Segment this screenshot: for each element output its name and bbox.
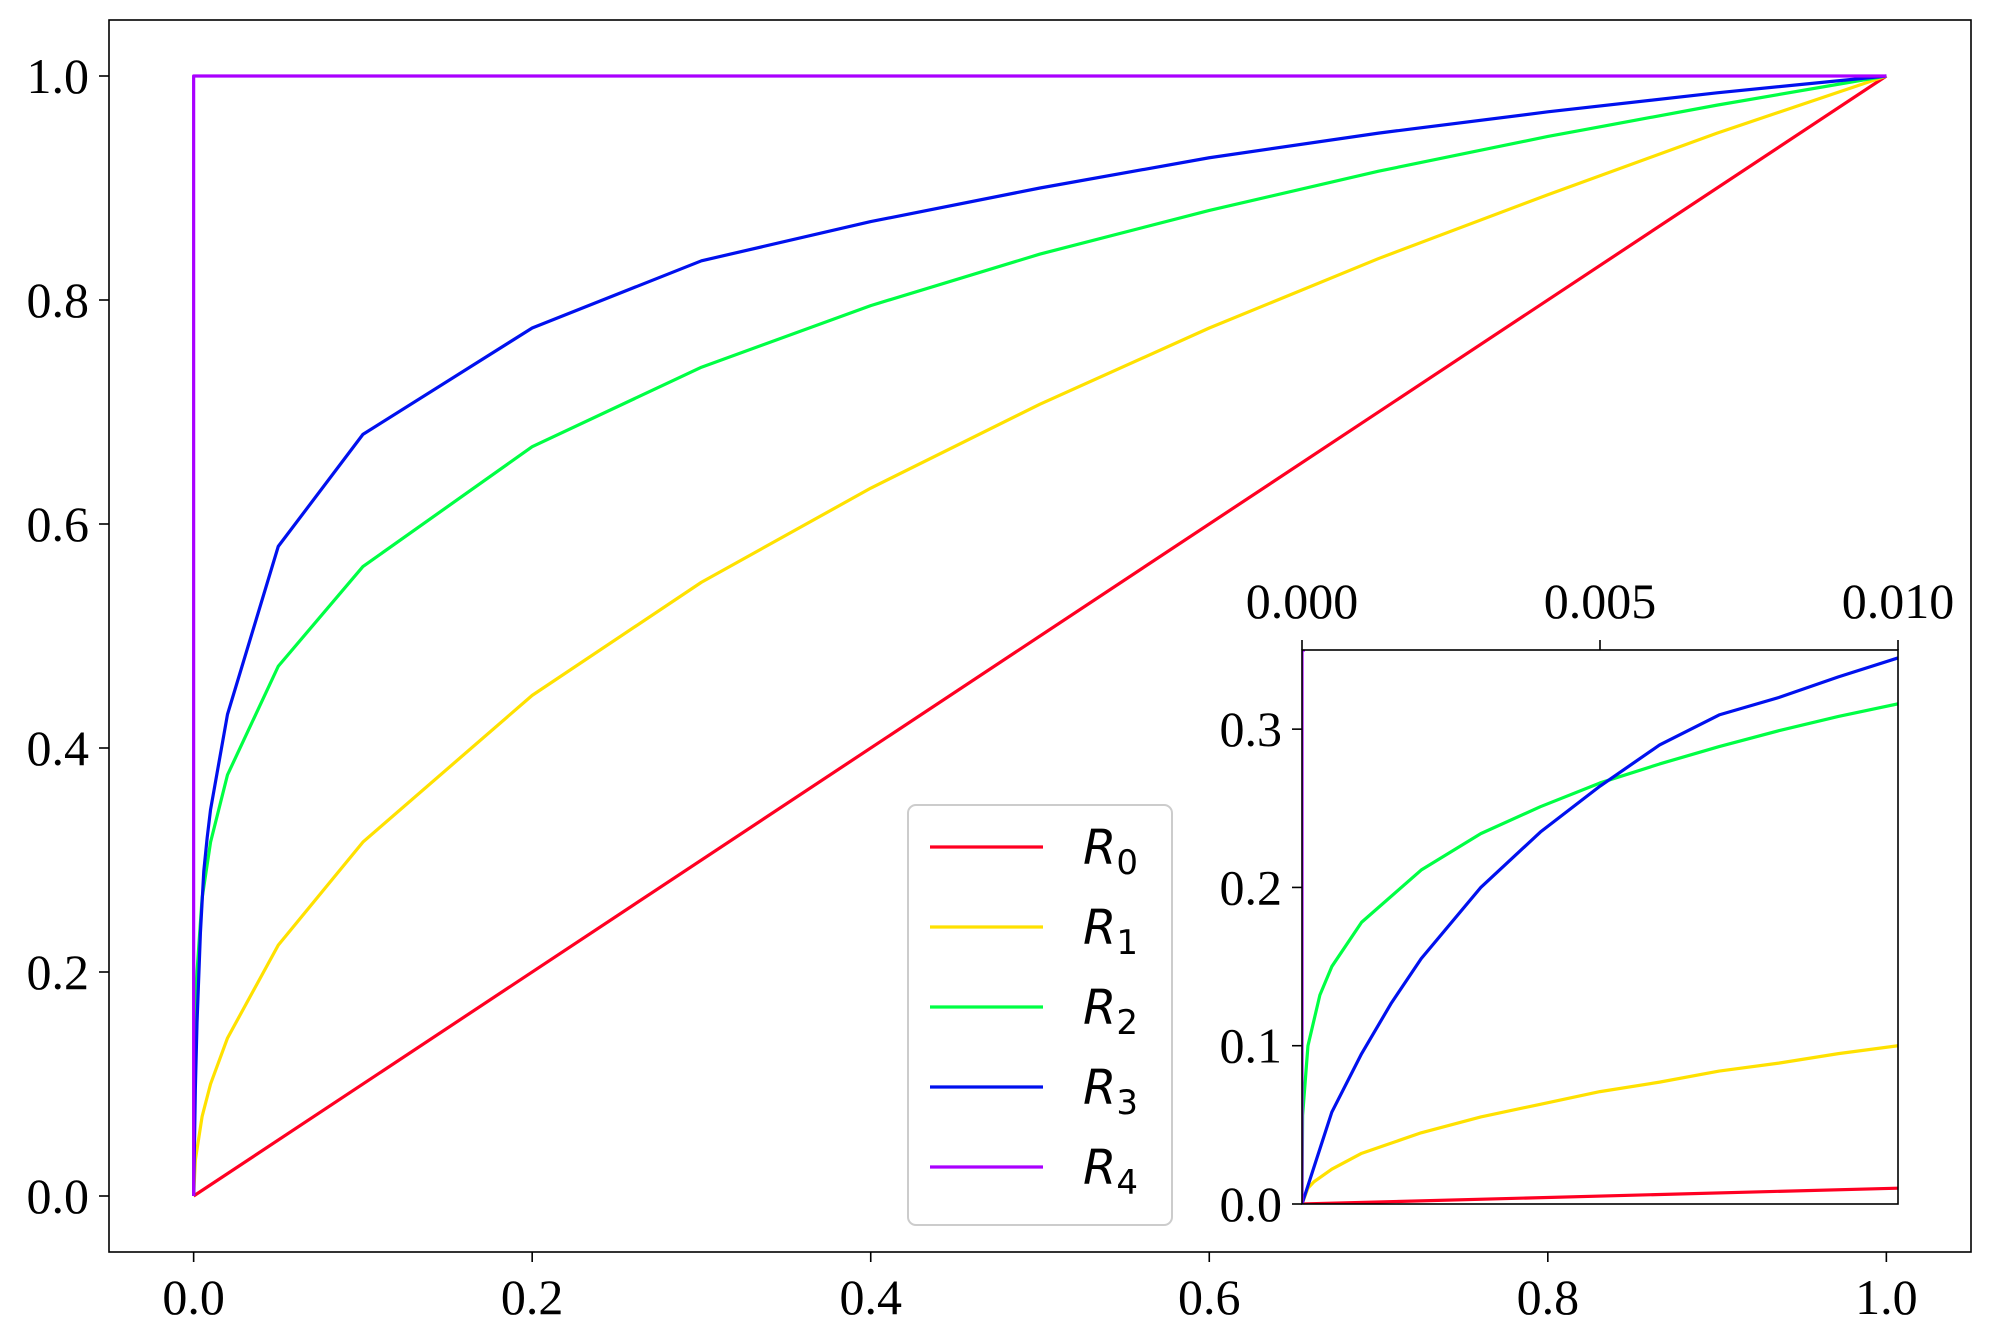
legend-label-subscript: 1 xyxy=(1116,923,1138,963)
legend-label-subscript: 3 xyxy=(1116,1083,1138,1123)
main-y-tick-label: 0.0 xyxy=(27,1168,90,1224)
main-x-tick-label: 0.0 xyxy=(162,1269,225,1325)
inset-y-tick-label: 0.2 xyxy=(1220,859,1283,915)
inset-series-line-r1 xyxy=(1302,1044,1898,1204)
legend-label-base: R xyxy=(1083,1140,1116,1196)
main-y-tick-label: 0.8 xyxy=(27,272,90,328)
inset-y-tick-label: 0.3 xyxy=(1220,701,1283,757)
inset-x-tick-label: 0.010 xyxy=(1842,573,1955,629)
main-x-tick-label: 0.2 xyxy=(501,1269,564,1325)
main-series-line-r1 xyxy=(192,74,1887,1197)
inset-y-tick-label: 0.0 xyxy=(1220,1176,1283,1232)
legend-label-base: R xyxy=(1083,820,1116,876)
legend-label-r0: R0 xyxy=(1083,820,1138,883)
legend-label-r3: R3 xyxy=(1083,1060,1138,1123)
inset-x-tick-label: 0.005 xyxy=(1544,573,1657,629)
inset-series-line-r3 xyxy=(1302,656,1898,1204)
main-series-group xyxy=(192,74,1888,1198)
legend-label-subscript: 2 xyxy=(1116,1003,1138,1043)
main-y-tick-label: 1.0 xyxy=(27,48,90,104)
inset-series-group xyxy=(1302,650,1898,1204)
legend-label-subscript: 0 xyxy=(1116,843,1138,883)
legend-label-r2: R2 xyxy=(1083,980,1138,1043)
main-y-tick-label: 0.6 xyxy=(27,496,90,552)
inset-x-tick-label: 0.000 xyxy=(1246,573,1359,629)
legend-box xyxy=(907,804,1173,1226)
inset-y-tick-label: 0.1 xyxy=(1220,1018,1283,1074)
inset-series-line-r0 xyxy=(1302,1186,1898,1204)
legend-label-base: R xyxy=(1083,980,1116,1036)
main-y-tick-label: 0.2 xyxy=(27,944,90,1000)
main-plot: 0.0 0.2 0.4 0.6 0.8 1.0 0.0 0.2 0.4 0.6 0.8 1.0 xyxy=(27,19,1972,1325)
legend-label-r4: R4 xyxy=(1083,1140,1138,1203)
main-series-line-r3 xyxy=(192,74,1887,1197)
main-series-line-r4 xyxy=(192,74,1887,1196)
main-x-tick-label: 0.4 xyxy=(839,1269,902,1325)
main-x-tick-label: 1.0 xyxy=(1855,1269,1918,1325)
inset-series-line-r2 xyxy=(1302,702,1898,1204)
legend-label-base: R xyxy=(1083,1060,1116,1116)
main-y-tick-label: 0.4 xyxy=(27,720,90,776)
inset-plot: 0.000 0.005 0.010 0.0 0.1 0.2 0.3 xyxy=(1220,573,1955,1232)
legend-label-subscript: 4 xyxy=(1116,1163,1138,1203)
main-x-tick-label: 0.8 xyxy=(1517,1269,1580,1325)
inset-plot-area xyxy=(1302,650,1898,1204)
main-series-line-r0 xyxy=(192,74,1888,1198)
legend-label-r1: R1 xyxy=(1083,900,1138,963)
main-x-tick-label: 0.6 xyxy=(1178,1269,1241,1325)
main-frame xyxy=(108,19,1972,1253)
legend-label-base: R xyxy=(1083,900,1116,956)
